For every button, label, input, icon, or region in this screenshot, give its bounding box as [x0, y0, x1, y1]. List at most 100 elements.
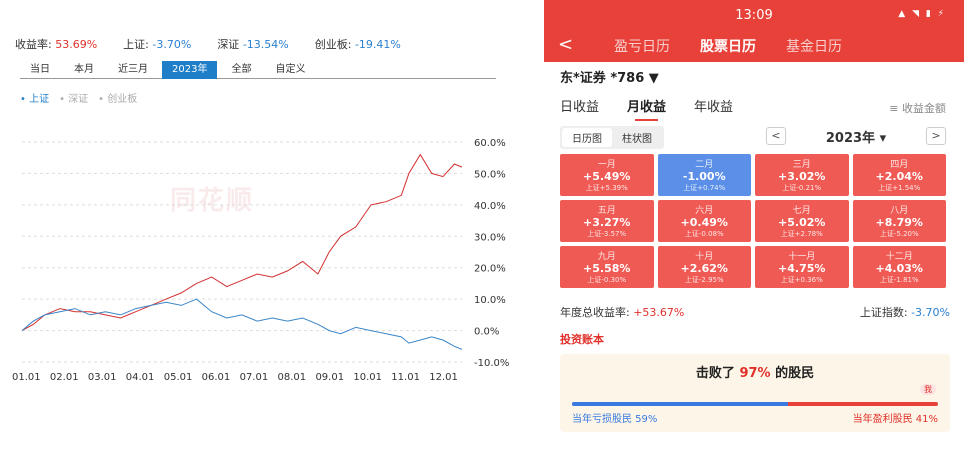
beat-card: 击败了 97% 的股民 我 当年亏损股民 59% 当年盈利股民 41% [560, 354, 950, 432]
legend-shenzhen[interactable]: • 深证 [59, 94, 89, 105]
x-tick-label: 01.01 [12, 372, 41, 383]
year-selector: < 2023年 ▾ > [766, 126, 946, 146]
nav-row: < 盈亏日历 股票日历 基金日历 [544, 32, 964, 60]
status-icons: ▲ ◥ ▮ ⚡ [898, 9, 946, 19]
x-tick-label: 10.01 [353, 372, 382, 383]
brand-label: 投资账本 [560, 333, 604, 346]
legend-chinext[interactable]: • 创业板 [98, 94, 138, 105]
prev-year-button[interactable]: < [766, 127, 786, 145]
month-index: 上证-1.81% [879, 276, 919, 284]
series-line-0 [21, 153, 463, 332]
nav-tabs: 盈亏日历 股票日历 基金日历 [614, 36, 842, 56]
y-tick-label: 50.0% [474, 169, 506, 180]
toggle-calendar[interactable]: 日历图 [562, 128, 612, 147]
month-cell[interactable]: 七月 +5.02% 上证+2.78% [755, 200, 849, 242]
tab-all[interactable]: 全部 [231, 64, 252, 75]
stat-shenzhen: 深证 -13.54% [217, 38, 289, 51]
amount-toggle[interactable]: ≡ 收益金额 [889, 102, 946, 115]
tab-pnl-calendar[interactable]: 盈亏日历 [614, 39, 670, 55]
stock-calendar-panel: 13:09 ▲ ◥ ▮ ⚡ < 盈亏日历 股票日历 基金日历 东*证券 *786… [544, 0, 964, 450]
tab-today[interactable]: 当日 [30, 64, 50, 75]
account-selector[interactable]: 东*证券 *786 ▼ [560, 71, 659, 86]
period-tabs: 当日 本月 近三月 2023年 全部 自定义 [20, 61, 496, 79]
watermark-logo: 同花顺 [170, 186, 255, 216]
month-index: 上证-0.21% [782, 184, 822, 192]
return-line-chart: 60.0% 50.0% 40.0% 30.0% 20.0% 10.0% 0.0% -10.0%… [12, 138, 509, 383]
toggle-bar[interactable]: 柱状图 [622, 134, 652, 145]
series-line-1 [21, 298, 463, 350]
subtab-yearly[interactable]: 年收益 [694, 100, 734, 115]
month-name: 十月 [695, 252, 714, 262]
month-index: 上证+5.39% [585, 184, 628, 192]
month-cell[interactable]: 五月 +3.27% 上证-3.57% [560, 200, 654, 242]
month-cell[interactable]: 八月 +8.79% 上证-5.20% [852, 200, 946, 242]
month-name: 八月 [890, 206, 909, 216]
month-cell[interactable]: 二月 -1.00% 上证+0.74% [657, 154, 751, 196]
x-tick-label: 09.01 [315, 372, 344, 383]
status-time: 13:09 [735, 8, 773, 23]
distribution-labels: 当年亏损股民 59% 当年盈利股民 41% [572, 410, 938, 425]
subtab-daily[interactable]: 日收益 [560, 100, 600, 115]
month-index: 上证-2.95% [684, 276, 724, 284]
month-grid: 一月 +5.49% 上证+5.39% 二月 -1.00% 上证+0.74% 三月 +3.02%… [560, 154, 946, 288]
month-index: 上证-0.30% [587, 276, 627, 284]
month-cell[interactable]: 三月 +3.02% 上证-0.21% [755, 154, 849, 196]
year-summary: 年度总收益率: +53.67% 上证指数: -3.70% [560, 304, 950, 320]
legend-shanghai[interactable]: • 上证 [20, 94, 50, 105]
month-cell[interactable]: 九月 +5.58% 上证-0.30% [560, 246, 654, 288]
month-cell[interactable]: 四月 +2.04% 上证+1.54% [852, 154, 946, 196]
month-return: -1.00% [682, 170, 726, 183]
x-tick-label: 04.01 [126, 372, 155, 383]
x-tick-label: 08.01 [278, 372, 307, 383]
y-tick-label: 20.0% [474, 264, 506, 275]
month-cell[interactable]: 十月 +2.62% 上证-2.95% [657, 246, 751, 288]
month-name: 三月 [792, 160, 811, 170]
distribution-bar [572, 402, 938, 406]
y-tick-label: -10.0% [474, 358, 509, 369]
stat-return: 收益率: 53.69% [15, 38, 98, 51]
profit-label: 当年盈利股民 41% [852, 414, 938, 425]
tab-three-months[interactable]: 近三月 [118, 64, 148, 75]
y-tick-label: 0.0% [474, 327, 499, 338]
month-name: 十一月 [788, 252, 816, 262]
month-return: +4.75% [778, 262, 826, 275]
month-cell[interactable]: 六月 +0.49% 上证-0.08% [657, 200, 751, 242]
month-name: 十二月 [885, 252, 913, 262]
month-cell[interactable]: 十二月 +4.03% 上证-1.81% [852, 246, 946, 288]
tab-fund-calendar[interactable]: 基金日历 [786, 39, 842, 55]
month-cell[interactable]: 十一月 +4.75% 上证+0.36% [755, 246, 849, 288]
tab-this-month[interactable]: 本月 [74, 64, 94, 75]
month-return: +8.79% [875, 216, 923, 229]
month-return: +4.03% [875, 262, 923, 275]
month-index: 上证+1.54% [878, 184, 921, 192]
loss-portion [572, 402, 788, 406]
month-index: 上证-3.57% [587, 230, 627, 238]
month-return: +5.49% [583, 170, 631, 183]
me-marker: 我 [919, 384, 936, 395]
portfolio-chart-panel: 收益率: 53.69% 上证: -3.70% 深证 -13.54% 创业板: -… [12, 36, 510, 383]
next-year-button[interactable]: > [925, 127, 946, 145]
month-return: +5.58% [583, 262, 631, 275]
y-tick-label: 10.0% [474, 295, 506, 306]
view-toggle: 日历图 柱状图 [560, 126, 664, 149]
year-dropdown[interactable]: 2023年 ▾ [825, 130, 887, 146]
subtab-monthly[interactable]: 月收益 [627, 96, 666, 121]
tab-custom[interactable]: 自定义 [275, 64, 306, 75]
month-name: 五月 [597, 206, 616, 216]
y-tick-label: 40.0% [474, 201, 506, 212]
index-return: 上证指数: -3.70% [859, 306, 950, 319]
month-index: 上证+2.78% [780, 230, 823, 238]
loss-label: 当年亏损股民 59% [572, 414, 658, 425]
tab-stock-calendar[interactable]: 股票日历 [700, 39, 756, 55]
x-tick-label: 02.01 [50, 372, 79, 383]
x-tick-label: 11.01 [391, 372, 420, 383]
stats-row: 收益率: 53.69% 上证: -3.70% 深证 -13.54% 创业板: -… [15, 36, 427, 52]
tab-2023[interactable]: 2023年 [162, 61, 218, 79]
back-icon[interactable]: < [558, 34, 574, 55]
month-name: 一月 [597, 160, 616, 170]
y-tick-label: 30.0% [474, 232, 506, 243]
x-tick-label: 03.01 [88, 372, 117, 383]
month-name: 四月 [890, 160, 909, 170]
return-subtabs: 日收益 月收益 年收益 [560, 96, 734, 121]
month-cell[interactable]: 一月 +5.49% 上证+5.39% [560, 154, 654, 196]
